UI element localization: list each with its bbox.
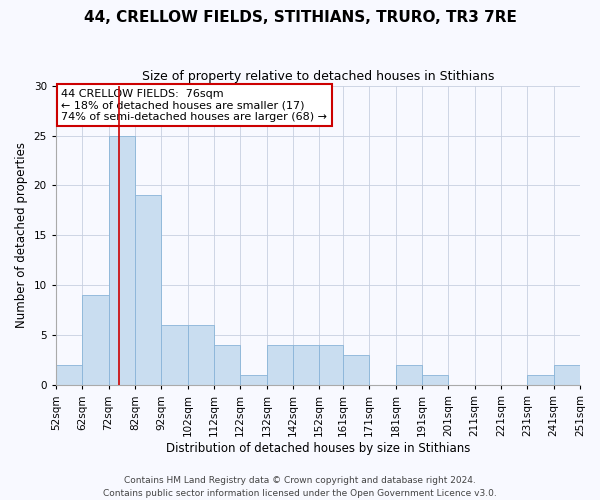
Bar — [135, 196, 161, 386]
Bar — [56, 366, 82, 386]
Text: Contains HM Land Registry data © Crown copyright and database right 2024.
Contai: Contains HM Land Registry data © Crown c… — [103, 476, 497, 498]
Text: 44, CRELLOW FIELDS, STITHIANS, TRURO, TR3 7RE: 44, CRELLOW FIELDS, STITHIANS, TRURO, TR… — [83, 10, 517, 25]
Bar — [240, 376, 266, 386]
Bar — [319, 346, 343, 386]
Bar — [395, 366, 422, 386]
Bar — [214, 346, 240, 386]
X-axis label: Distribution of detached houses by size in Stithians: Distribution of detached houses by size … — [166, 442, 470, 455]
Bar — [554, 366, 580, 386]
Text: 44 CRELLOW FIELDS:  76sqm
← 18% of detached houses are smaller (17)
74% of semi-: 44 CRELLOW FIELDS: 76sqm ← 18% of detach… — [61, 88, 327, 122]
Bar — [293, 346, 319, 386]
Y-axis label: Number of detached properties: Number of detached properties — [15, 142, 28, 328]
Bar — [266, 346, 293, 386]
Bar — [161, 326, 188, 386]
Bar — [188, 326, 214, 386]
Title: Size of property relative to detached houses in Stithians: Size of property relative to detached ho… — [142, 70, 494, 83]
Bar — [527, 376, 554, 386]
Bar — [82, 296, 109, 386]
Bar — [422, 376, 448, 386]
Bar — [343, 356, 369, 386]
Bar — [109, 136, 135, 386]
